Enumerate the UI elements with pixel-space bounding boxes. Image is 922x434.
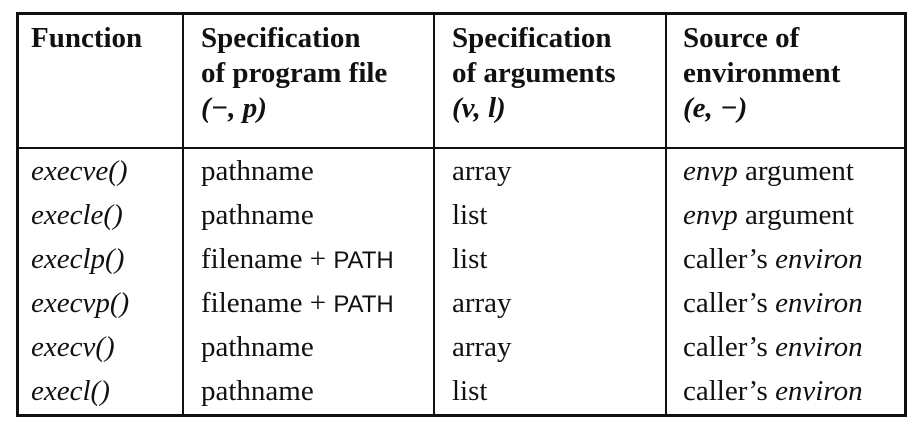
environment-source: caller’s environ xyxy=(683,243,863,275)
environment-source: envp argument xyxy=(683,155,854,187)
function-name: execl() xyxy=(31,375,110,407)
environment-source: caller’s environ xyxy=(683,287,863,319)
arguments-spec: array xyxy=(452,331,512,363)
function-name: execvp() xyxy=(31,287,130,319)
program-file-spec: filename + PATH xyxy=(201,243,394,275)
function-name: execle() xyxy=(31,199,123,231)
function-name: execve() xyxy=(31,155,128,187)
column-divider xyxy=(433,15,435,414)
program-file-spec: pathname xyxy=(201,155,314,187)
arguments-spec: list xyxy=(452,199,488,231)
environment-source: caller’s environ xyxy=(683,375,863,407)
column-divider xyxy=(665,15,667,414)
header-divider xyxy=(19,147,904,149)
header-environment: Source of environment (e, −) xyxy=(683,22,841,124)
program-file-spec: filename + PATH xyxy=(201,287,394,319)
environment-source: caller’s environ xyxy=(683,331,863,363)
header-program-file: Specification of program file (−, p) xyxy=(201,22,388,124)
function-name: execlp() xyxy=(31,243,125,275)
environment-source: envp argument xyxy=(683,199,854,231)
column-divider xyxy=(182,15,184,414)
arguments-spec: list xyxy=(452,375,488,407)
program-file-spec: pathname xyxy=(201,199,314,231)
arguments-spec: array xyxy=(452,287,512,319)
function-name: execv() xyxy=(31,331,115,363)
header-function: Function xyxy=(31,22,143,54)
arguments-spec: array xyxy=(452,155,512,187)
program-file-spec: pathname xyxy=(201,375,314,407)
program-file-spec: pathname xyxy=(201,331,314,363)
arguments-spec: list xyxy=(452,243,488,275)
header-arguments: Specification of arguments (v, l) xyxy=(452,22,616,124)
exec-functions-table: Function Specification of program file (… xyxy=(16,12,907,417)
